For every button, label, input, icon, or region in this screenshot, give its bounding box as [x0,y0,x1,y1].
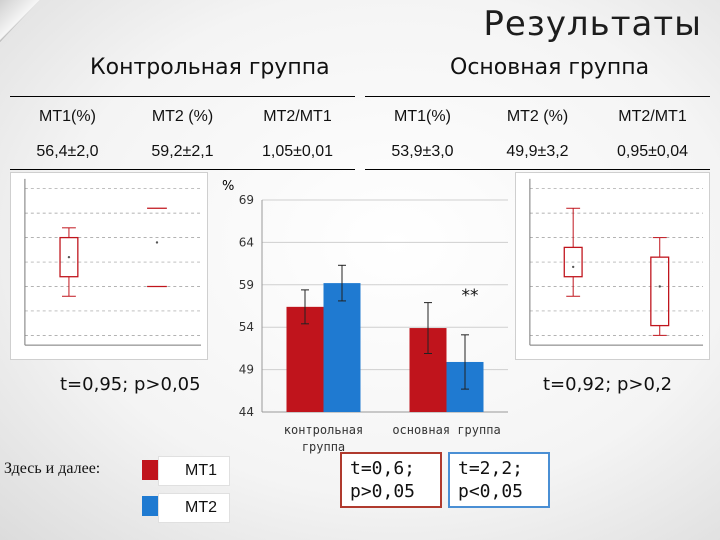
boxplot-median [658,285,661,288]
boxplot-median [155,241,159,244]
table-cell: 59,2±2,1 [151,143,214,160]
control-group-heading: Контрольная группа [90,55,330,80]
boxplot-median [571,265,575,269]
legend-swatch-mt2 [142,496,162,516]
slide-title: Результаты [483,4,702,44]
table-cell: 49,9±3,2 [506,143,569,160]
table-cell: 53,9±3,0 [391,143,454,160]
mt2-test-line1: t=2,2; [458,458,524,479]
table-cell: 0,95±0,04 [616,143,689,160]
main-boxplot [515,172,710,360]
bar [286,306,324,412]
table-header-cell: МТ1(%) [39,108,96,125]
main-group-heading: Основная группа [450,55,650,80]
boxplot-median [67,255,71,259]
y-tick-label: 49 [239,363,254,377]
boxplot-box [59,236,79,278]
table-cell: 56,4±2,0 [36,143,99,160]
table-header-cell: МТ2/МТ1 [263,108,332,125]
mt2-test-line2: p<0,05 [458,481,524,502]
boxplot-box [563,246,583,278]
control-stat-text: t=0,95; p>0,05 [60,374,201,395]
table-header-row: МТ1(%) МТ2 (%) МТ2/МТ1 [365,99,710,135]
mt1-test-line2: p>0,05 [350,481,416,502]
table-header-cell: МТ2/МТ1 [618,108,687,125]
mt1-test-box: t=0,6; p>0,05 [340,452,442,508]
table-header-cell: МТ2 (%) [506,108,569,125]
legend-item-mt1: МТ1 [158,456,230,486]
bar [323,283,361,412]
x-category-label: основная группа [392,423,500,437]
significance-marker: ** [462,286,479,306]
x-category-label-line: контрольная [284,423,363,437]
y-tick-label: 44 [239,405,254,419]
main-group-table: МТ1(%) МТ2 (%) МТ2/МТ1 53,9±3,0 49,9±3,2… [365,96,710,170]
y-axis-unit-label: % [222,179,234,194]
control-group-table: МТ1(%) МТ2 (%) МТ2/МТ1 56,4±2,0 59,2±2,1… [10,96,355,170]
table-cell: 1,05±0,01 [261,143,334,160]
bar-chart: % 44 49 54 59 64 69 контрольная группа основная … [222,179,508,454]
y-tick-label: 59 [239,278,254,292]
table-header-cell: МТ2 (%) [151,108,214,125]
mt2-test-box: t=2,2; p<0,05 [448,452,550,508]
legend-intro: Здесь и далее: [4,460,101,477]
y-tick-label: 64 [239,235,254,249]
x-category-label: контрольная группа [284,423,363,454]
table-header-row: МТ1(%) МТ2 (%) МТ2/МТ1 [10,99,355,135]
boxplot-box [650,256,670,327]
control-boxplot [10,172,208,360]
table-header-cell: МТ1(%) [394,108,451,125]
x-category-label-line: группа [302,440,345,454]
mt1-test-line1: t=0,6; [350,458,416,479]
page-curl [0,0,40,42]
legend-swatch-mt1 [142,460,162,480]
table-row: 53,9±3,0 49,9±3,2 0,95±0,04 [365,134,710,170]
y-tick-label: 69 [239,193,254,207]
table-row: 56,4±2,0 59,2±2,1 1,05±0,01 [10,134,355,170]
main-stat-text: t=0,92; p>0,2 [543,374,673,395]
y-tick-label: 54 [239,320,254,334]
legend-item-mt2: МТ2 [158,493,230,523]
